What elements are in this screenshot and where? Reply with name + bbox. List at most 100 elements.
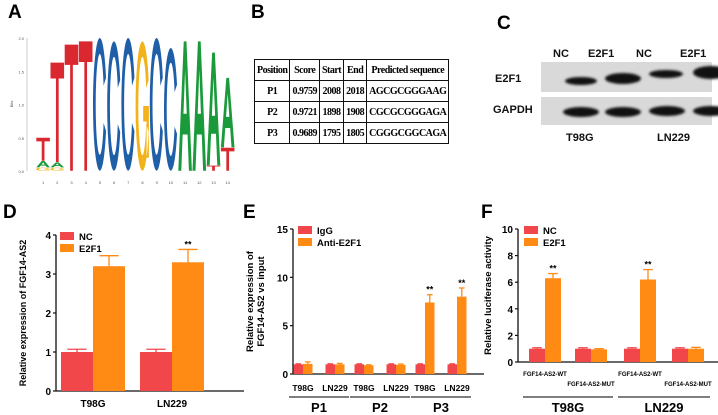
logo-x-tick: 2 [56, 180, 59, 185]
logo-letter-C [149, 38, 163, 171]
legend-swatch [60, 232, 74, 240]
bar-e2f1 [93, 266, 125, 391]
legend-swatch [298, 226, 312, 234]
y-tick-label: 8 [507, 252, 513, 263]
x-tick-label: FGF14-AS2-MUT [567, 382, 615, 388]
group-label: P1 [311, 400, 327, 415]
lane-label: E2F1 [680, 48, 707, 60]
logo-letter-T [36, 137, 50, 161]
bar-nc [624, 348, 640, 362]
lane-label: NC [636, 48, 652, 60]
gapdh-blot [541, 97, 718, 125]
x-tick-label: T98G [292, 383, 314, 393]
table-row: P3 0.9689 1795 1805 CGGGCGGCAGA [253, 122, 450, 144]
legend-label: NC [79, 232, 93, 243]
y-tick-label: 4 [507, 305, 513, 316]
blot-row-label: E2F1 [495, 73, 522, 85]
legend-swatch [524, 238, 538, 246]
group-label: P3 [433, 400, 449, 415]
bar-igg [386, 364, 396, 374]
y-tick-label: 5 [282, 322, 288, 333]
y-tick-label: 0 [507, 358, 513, 369]
legend-label: E2F1 [543, 238, 566, 249]
x-tick-label: FGF14-AS2-MUT [664, 382, 712, 388]
logo-letter-G [135, 41, 149, 171]
logo-letter-C [107, 41, 121, 171]
e2f1-blot [541, 62, 718, 92]
band [649, 106, 685, 116]
logo-x-tick: 13 [211, 180, 216, 185]
x-tick-label: LN229 [383, 383, 409, 393]
logo-x-tick: 7 [127, 180, 130, 185]
band [693, 106, 718, 116]
bar-anti-e2f1 [335, 364, 345, 374]
bar-e2f1 [640, 279, 656, 362]
bar-igg [447, 364, 457, 374]
y-axis-label: Relative expression of FGF14-AS2 [18, 240, 28, 387]
table-cell: P3 [253, 122, 291, 144]
bar-nc [529, 348, 545, 362]
y-axis-label: Relative expression of [245, 250, 256, 352]
logo-letter-A [178, 41, 192, 171]
x-tick-label: LN229 [444, 383, 470, 393]
logo-y-tick: 1.5 [18, 69, 24, 74]
binding-site-table: Position Score Start End Predicted seque… [253, 59, 450, 144]
logo-x-tick: 3 [70, 180, 73, 185]
table-cell: 0.9689 [289, 122, 320, 144]
significance-mark: ** [426, 285, 434, 295]
panel-label-f: F [481, 202, 493, 223]
logo-x-tick: 10 [169, 180, 174, 185]
panel-label-b: B [251, 2, 265, 23]
logo-letter-T [78, 41, 93, 171]
bar-igg [293, 364, 303, 374]
logo-letter-T [50, 62, 65, 163]
table-cell: 1795 [318, 122, 345, 144]
band [563, 107, 599, 117]
bar-anti-e2f1 [303, 363, 313, 374]
panel-label-c: C [497, 13, 511, 34]
y-tick-label: 0 [45, 387, 51, 398]
panel-label-d: D [3, 202, 17, 223]
bar-nc [140, 352, 172, 391]
legend-label: IgG [317, 226, 333, 237]
x-tick-label: LN229 [157, 399, 187, 410]
bar-e2f1 [591, 349, 607, 362]
y-tick-label: 15 [277, 225, 289, 236]
x-tick-label: T98G [414, 383, 436, 393]
bar-anti-e2f1 [457, 296, 467, 374]
cell-line-label: LN229 [657, 132, 691, 144]
legend-label: Anti-E2F1 [317, 238, 362, 249]
bar-e2f1 [545, 278, 561, 362]
group-label: T98G [552, 400, 585, 415]
logo-letter-G [36, 167, 50, 171]
bar-anti-e2f1 [364, 365, 374, 374]
band [649, 70, 683, 78]
logo-x-tick: 14 [225, 180, 230, 185]
significance-mark: ** [184, 239, 192, 249]
bar-anti-e2f1 [396, 364, 406, 374]
y-tick-label: 2 [45, 309, 51, 320]
y-tick-label: 1 [45, 348, 51, 359]
legend-label: NC [543, 226, 557, 237]
logo-x-tick: 8 [141, 180, 144, 185]
panel-label-e: E [243, 202, 256, 223]
logo-y-tick: 0.0 [18, 169, 24, 174]
logo-x-tick: 12 [197, 180, 202, 185]
logo-letter-A [36, 161, 50, 168]
blot-row-label: GAPDH [493, 104, 533, 116]
band [605, 73, 641, 84]
x-tick-label: FGF14-AS2-WT [618, 372, 662, 378]
y-tick-label: 10 [277, 273, 289, 284]
logo-letter-A [50, 162, 65, 168]
group-label: LN229 [644, 400, 683, 415]
lane-label: E2F1 [588, 48, 615, 60]
logo-letter-C [163, 47, 178, 171]
lane-label: NC [553, 48, 569, 60]
y-axis-label: Relative luciferase activity [483, 235, 494, 355]
y-tick-label: 6 [507, 278, 513, 289]
band [693, 66, 718, 79]
y-tick-label: 3 [45, 270, 51, 281]
logo-x-tick: 11 [183, 180, 188, 185]
y-tick-label: 4 [45, 231, 51, 242]
